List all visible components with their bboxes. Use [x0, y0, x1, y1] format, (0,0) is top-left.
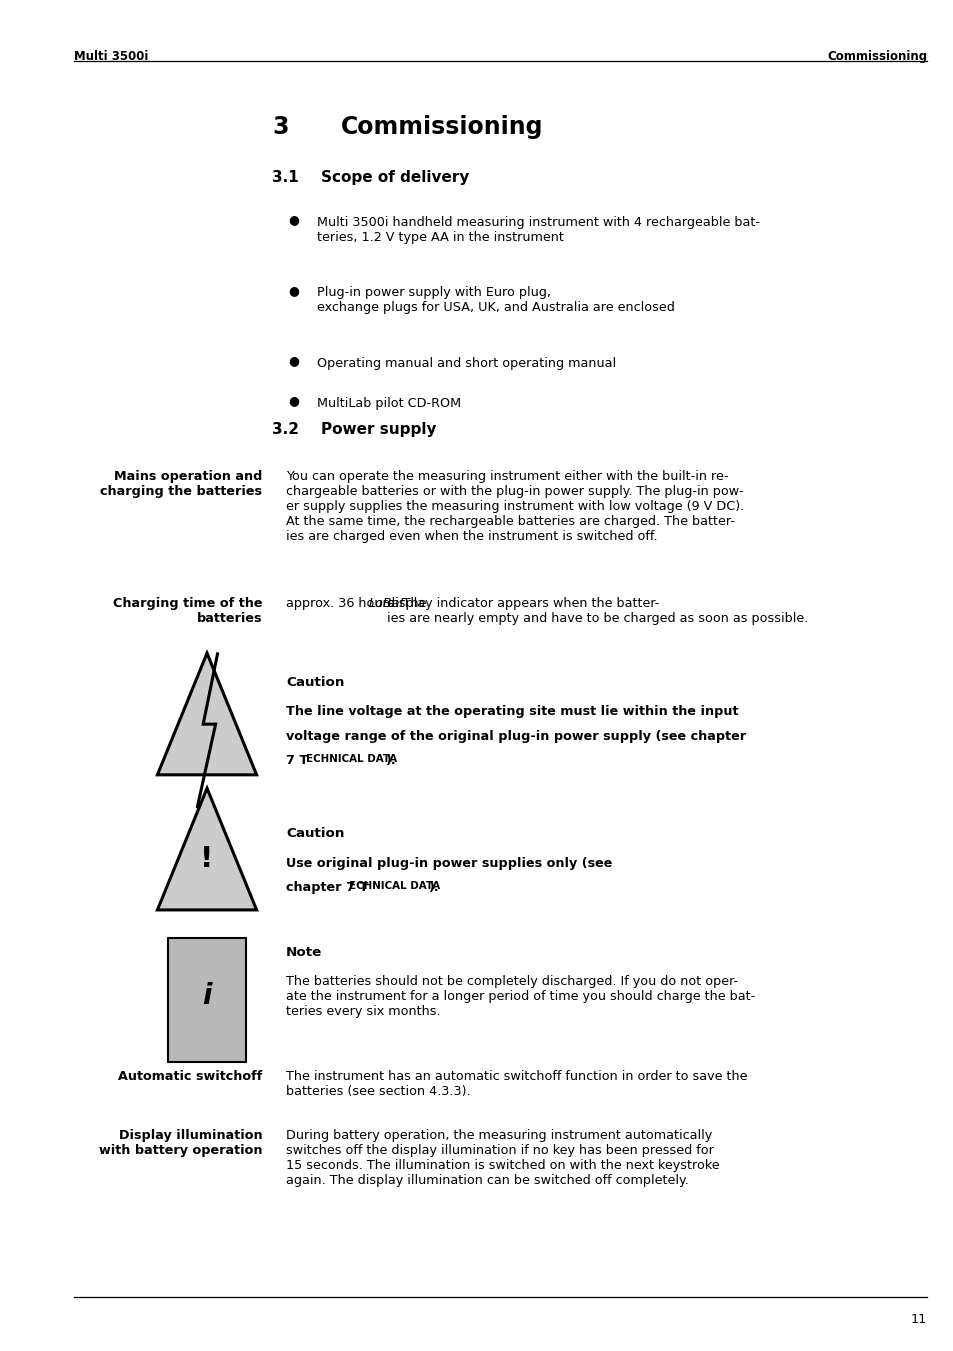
Text: The batteries should not be completely discharged. If you do not oper-
ate the i: The batteries should not be completely d…	[286, 975, 755, 1019]
Text: LoBat: LoBat	[369, 597, 405, 611]
Text: Operating manual and short operating manual: Operating manual and short operating man…	[316, 357, 616, 370]
Text: Commissioning: Commissioning	[826, 50, 926, 63]
Text: Display illumination
with battery operation: Display illumination with battery operat…	[99, 1129, 262, 1158]
Text: Charging time of the
batteries: Charging time of the batteries	[112, 597, 262, 626]
Text: Commissioning: Commissioning	[340, 115, 542, 139]
Text: Multi 3500i: Multi 3500i	[74, 50, 149, 63]
Text: approx. 36 hours. The: approx. 36 hours. The	[286, 597, 430, 611]
Text: ).: ).	[386, 754, 396, 767]
Text: ●: ●	[288, 284, 298, 297]
Text: Mains operation and
charging the batteries: Mains operation and charging the batteri…	[100, 470, 262, 499]
Text: Caution: Caution	[286, 827, 344, 840]
Text: chapter 7 T: chapter 7 T	[286, 881, 368, 894]
Text: !: !	[200, 846, 213, 873]
Text: Multi 3500i handheld measuring instrument with 4 rechargeable bat-
teries, 1.2 V: Multi 3500i handheld measuring instrumen…	[316, 216, 759, 245]
Text: During battery operation, the measuring instrument automatically
switches off th: During battery operation, the measuring …	[286, 1129, 720, 1188]
Text: ●: ●	[288, 394, 298, 408]
Text: Power supply: Power supply	[321, 422, 436, 436]
Polygon shape	[169, 938, 245, 1062]
Text: Note: Note	[286, 946, 322, 959]
Text: i: i	[202, 982, 212, 1009]
Text: Automatic switchoff: Automatic switchoff	[118, 1070, 262, 1084]
Text: Use original plug-in power supplies only (see: Use original plug-in power supplies only…	[286, 857, 612, 870]
Text: 11: 11	[910, 1313, 926, 1327]
Text: ●: ●	[288, 354, 298, 367]
Text: ).: ).	[429, 881, 439, 894]
Text: The instrument has an automatic switchoff function in order to save the
batterie: The instrument has an automatic switchof…	[286, 1070, 747, 1098]
Text: display indicator appears when the batter-
ies are nearly empty and have to be c: display indicator appears when the batte…	[386, 597, 807, 626]
Text: ECHNICAL DATA: ECHNICAL DATA	[306, 754, 397, 763]
Text: Plug-in power supply with Euro plug,
exchange plugs for USA, UK, and Australia a: Plug-in power supply with Euro plug, exc…	[316, 286, 674, 315]
Text: Caution: Caution	[286, 676, 344, 689]
Text: ECHNICAL DATA: ECHNICAL DATA	[349, 881, 440, 890]
Text: Scope of delivery: Scope of delivery	[321, 170, 470, 185]
Text: 3.1: 3.1	[272, 170, 298, 185]
Polygon shape	[157, 653, 256, 775]
Text: ●: ●	[288, 213, 298, 227]
Text: MultiLab pilot CD-ROM: MultiLab pilot CD-ROM	[316, 397, 460, 411]
Text: 7 T: 7 T	[286, 754, 308, 767]
Text: 3.2: 3.2	[272, 422, 298, 436]
Text: You can operate the measuring instrument either with the built-in re-
chargeable: You can operate the measuring instrument…	[286, 470, 743, 543]
Text: 3: 3	[272, 115, 288, 139]
Text: voltage range of the original plug-in power supply (see chapter: voltage range of the original plug-in po…	[286, 730, 745, 743]
Polygon shape	[157, 788, 256, 911]
Text: The line voltage at the operating site must lie within the input: The line voltage at the operating site m…	[286, 705, 738, 719]
